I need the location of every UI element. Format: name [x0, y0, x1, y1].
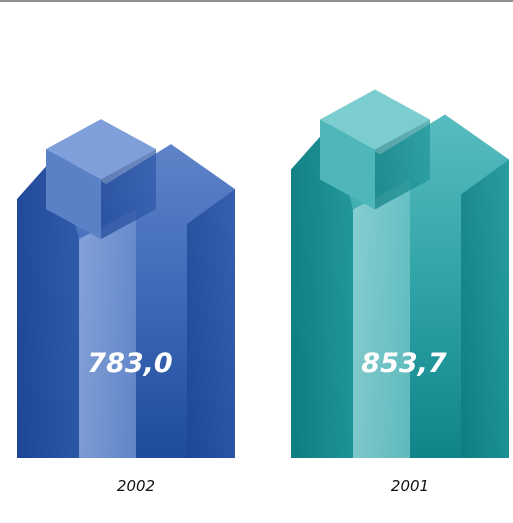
bar-2002: [17, 119, 235, 458]
value-label-2001: 853,7: [361, 348, 447, 379]
bar-2001: [291, 89, 509, 459]
top-rule: [0, 0, 513, 2]
category-label-2002: 2002: [117, 477, 155, 495]
value-label-2002: 783,0: [87, 348, 172, 379]
category-label-2001: 2001: [391, 477, 429, 495]
